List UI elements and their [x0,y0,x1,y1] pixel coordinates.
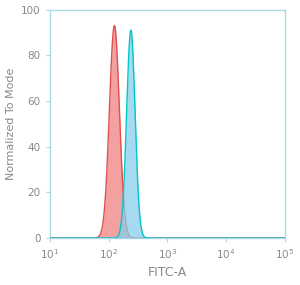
Y-axis label: Normalized To Mode: Normalized To Mode [6,68,16,180]
X-axis label: FITC-A: FITC-A [148,266,187,280]
